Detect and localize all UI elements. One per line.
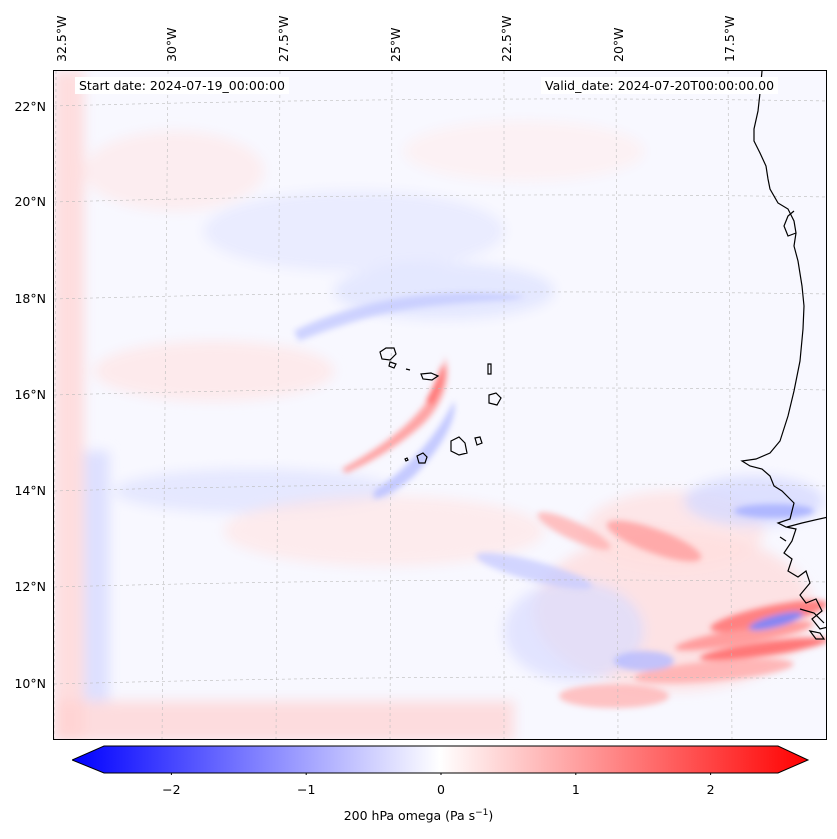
omega-field-map	[54, 71, 826, 739]
lat-label-10n: 10°N	[14, 676, 46, 691]
lon-label-30w: 30°W	[164, 27, 179, 62]
lat-label-22n: 22°N	[14, 99, 46, 114]
lat-label-18n: 18°N	[14, 291, 46, 306]
map-panel	[53, 70, 827, 740]
colorbar-tick-2: 2	[706, 782, 715, 797]
valid-date-label: Valid_date: 2024-07-20T00:00:00.00	[541, 77, 779, 94]
lon-label-25w: 25°W	[388, 27, 403, 62]
colorbar-tick-0: 0	[437, 782, 445, 797]
graticule	[54, 71, 826, 739]
lon-label-27-5w: 27.5°W	[276, 15, 291, 62]
lon-label-17-5w: 17.5°W	[722, 15, 737, 62]
colorbar-tick-1: 1	[571, 782, 580, 797]
colorbar-label: 200 hPa omega (Pa s−1)	[343, 808, 494, 824]
colorbar-tick-neg2: −2	[162, 782, 181, 797]
colorbar-tick-marks	[170, 773, 712, 775]
lon-label-22-5w: 22.5°W	[499, 15, 514, 62]
lat-label-12n: 12°N	[14, 579, 46, 594]
colorbar-tick-neg1: −1	[296, 782, 316, 797]
colorbar-gradient	[72, 745, 810, 774]
lon-label-20w: 20°W	[611, 27, 626, 62]
start-date-label: Start date: 2024-07-19_00:00:00	[75, 77, 289, 94]
colorbar	[72, 745, 810, 775]
africa-coastline	[740, 71, 826, 640]
lat-label-20n: 20°N	[14, 194, 46, 209]
lat-label-14n: 14°N	[14, 483, 46, 498]
lat-label-16n: 16°N	[14, 387, 46, 402]
lon-label-32-5w: 32.5°W	[54, 15, 69, 62]
cape-verde-islands	[379, 347, 502, 464]
